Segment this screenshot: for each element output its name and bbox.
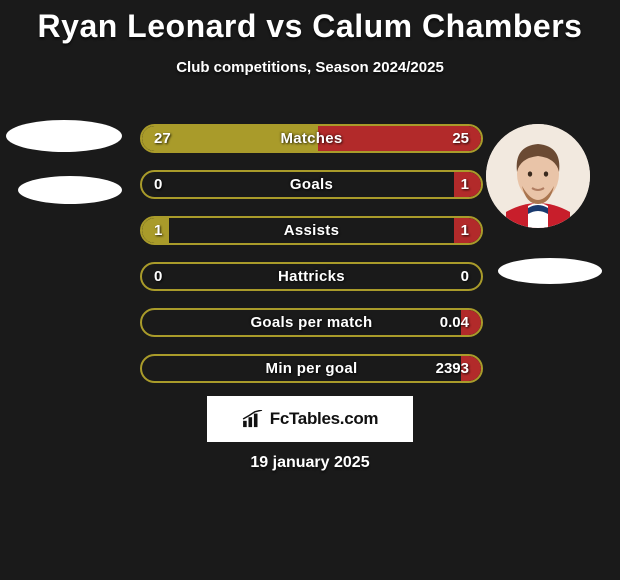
- bar-row: Assists1 1: [140, 216, 483, 245]
- bar-value-right: 25: [452, 126, 469, 151]
- branding-text: FcTables.com: [270, 409, 379, 429]
- bar-row: Min per goal2393: [140, 354, 483, 383]
- page-title: Ryan Leonard vs Calum Chambers: [0, 0, 620, 45]
- chart-icon: [242, 410, 264, 428]
- bar-row: Goals0 1: [140, 170, 483, 199]
- bar-value-right: 2393: [436, 356, 469, 381]
- date-text: 19 january 2025: [0, 454, 620, 472]
- bar-label: Min per goal: [142, 356, 481, 381]
- player-right-avatar: [486, 124, 590, 228]
- player-left-placeholder-2: [18, 176, 122, 204]
- bar-row: Matches27 25: [140, 124, 483, 153]
- bar-label: Assists: [142, 218, 481, 243]
- bar-row: Hattricks0 0: [140, 262, 483, 291]
- player-right-name-placeholder: [498, 258, 602, 284]
- bar-value-left: 0: [154, 264, 162, 289]
- bar-value-left: 27: [154, 126, 171, 151]
- bar-label: Matches: [142, 126, 481, 151]
- comparison-bars: Matches2725Goals01Assists11Hattricks00Go…: [140, 124, 483, 400]
- bar-label: Goals: [142, 172, 481, 197]
- bar-label: Hattricks: [142, 264, 481, 289]
- avatar-icon: [486, 124, 590, 228]
- subtitle: Club competitions, Season 2024/2025: [0, 59, 620, 76]
- player-left-placeholder-1: [6, 120, 122, 152]
- branding-badge: FcTables.com: [207, 396, 413, 442]
- bar-label: Goals per match: [142, 310, 481, 335]
- bar-value-right: 1: [461, 172, 469, 197]
- bar-value-left: 0: [154, 172, 162, 197]
- bar-value-right: 0: [461, 264, 469, 289]
- bar-value-right: 0.04: [440, 310, 469, 335]
- bar-value-right: 1: [461, 218, 469, 243]
- bar-value-left: 1: [154, 218, 162, 243]
- bar-row: Goals per match0.04: [140, 308, 483, 337]
